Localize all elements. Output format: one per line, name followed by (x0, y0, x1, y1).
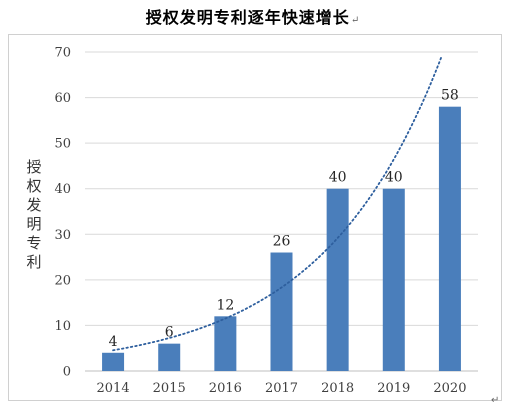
bar (382, 188, 405, 371)
y-tick-label: 10 (54, 319, 71, 334)
data-label: 40 (385, 170, 403, 186)
bar (158, 343, 181, 371)
y-tick-label: 20 (54, 273, 71, 288)
chart-title: 授权发明专利逐年快速增长↵ (0, 4, 506, 28)
bar (438, 106, 461, 371)
data-label: 58 (441, 88, 459, 104)
y-tick-label: 50 (54, 137, 71, 152)
y-tick-label: 0 (63, 365, 71, 380)
x-tick-label: 2016 (209, 381, 242, 396)
y-tick-label: 60 (54, 91, 71, 106)
paragraph-mark-icon: ↵ (350, 15, 361, 26)
bar (270, 252, 293, 371)
x-tick-label: 2020 (433, 381, 466, 396)
y-axis-label: 授权发明专利 (24, 158, 44, 272)
chart-frame (8, 34, 502, 401)
y-tick-label: 40 (54, 182, 71, 197)
y-axis-label-char: 发 (26, 196, 42, 214)
chart-title-text: 授权发明专利逐年快速增长 (145, 8, 350, 27)
x-tick-label: 2019 (377, 381, 410, 396)
bar (214, 316, 237, 371)
bar (326, 188, 349, 371)
data-label: 40 (329, 170, 347, 186)
y-axis-label-char: 利 (26, 253, 42, 271)
y-axis-label-char: 授 (26, 158, 42, 176)
data-label: 6 (165, 325, 174, 341)
data-label: 26 (273, 234, 291, 250)
y-axis-label-char: 专 (26, 234, 42, 252)
x-tick-label: 2014 (97, 381, 130, 396)
data-label: 4 (109, 334, 118, 350)
data-label: 12 (216, 297, 234, 313)
y-axis-label-char: 权 (26, 177, 42, 195)
x-tick-label: 2015 (153, 381, 186, 396)
y-tick-label: 30 (54, 228, 71, 243)
y-tick-label: 70 (54, 46, 71, 61)
x-tick-label: 2018 (321, 381, 354, 396)
bar (102, 352, 125, 371)
trendline (112, 55, 443, 352)
y-axis-label-char: 明 (26, 215, 42, 233)
x-tick-label: 2017 (265, 381, 298, 396)
paragraph-end-mark-icon: ↵ (491, 395, 500, 406)
